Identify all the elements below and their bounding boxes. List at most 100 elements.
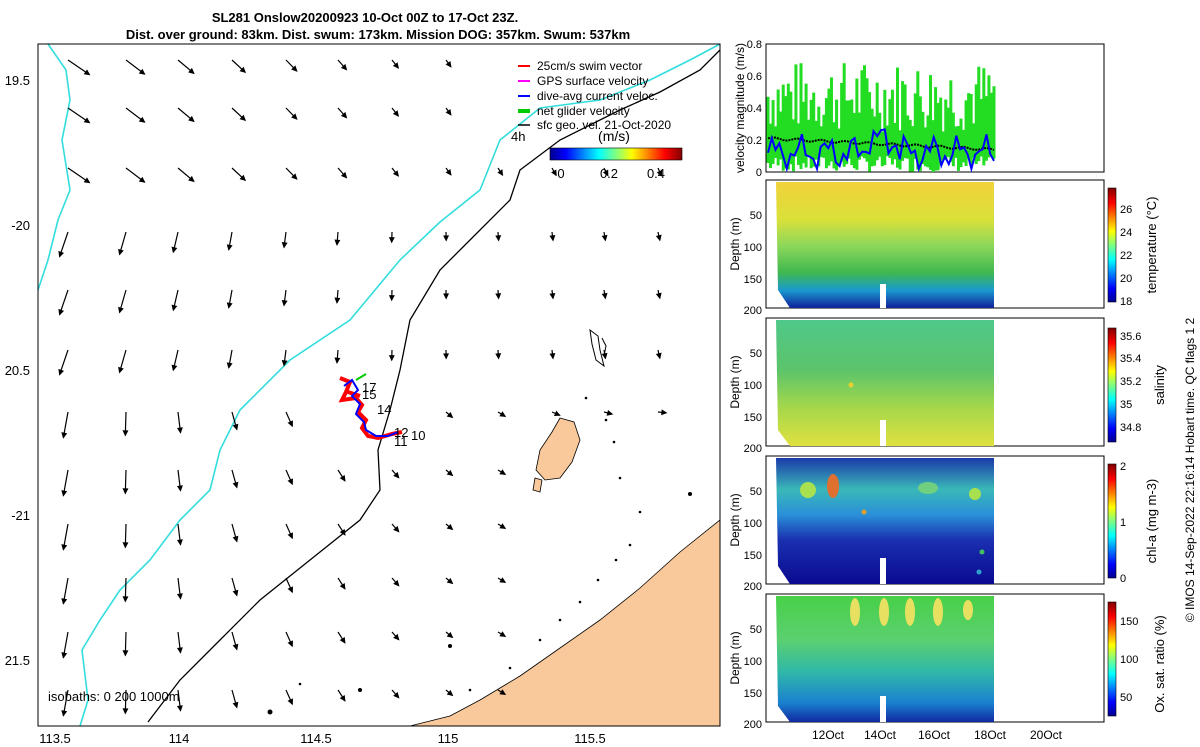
current-vector-field [58, 59, 668, 717]
depth-tick: 200 [744, 581, 762, 593]
current-vector-arrowhead [226, 302, 233, 309]
current-vector-arrowhead [606, 409, 614, 416]
current-vector-arrowhead [188, 115, 195, 123]
surface-velocity-series [767, 136, 995, 151]
velocity-y-tick: 0.8 [747, 39, 762, 51]
current-vector-arrowhead [138, 68, 146, 75]
current-vector-arrowhead [138, 176, 146, 183]
salinity-cbar-ticks: 35.6 35.4 35.2 35 34.8 [1120, 331, 1141, 434]
velocity-y-tick: 0.2 [747, 135, 762, 147]
map-panel: 17 15 14 12 10 11 113.5 114 114.5 115 11… [5, 43, 721, 746]
current-vector-arrowhead [226, 362, 233, 369]
velocity-ylabel: velocity magnitude (m/s) [733, 43, 747, 173]
temperature-cbar-label: temperature (°C) [1144, 197, 1159, 294]
salinity-depth-ticks: 50 100 150 200 [744, 348, 762, 455]
day-label: 10 [411, 428, 425, 443]
cbar-tick: 1 [1120, 517, 1126, 529]
current-vector-arrowhead [287, 698, 293, 706]
current-vector-arrowhead [656, 169, 663, 177]
salinity-field [776, 320, 994, 446]
cbar-tick: 22 [1120, 250, 1132, 262]
figure-subtitle: Dist. over ground: 83km. Dist. swum: 173… [126, 27, 630, 42]
figure-title: SL281 Onslow20200923 10-Oct 00Z to 17-Oc… [212, 10, 518, 25]
map-y-tick: 20.5 [5, 363, 30, 378]
cbar-tick: 0 [1120, 573, 1126, 585]
map-y-tick: 19.5 [5, 73, 30, 88]
current-vector-arrowhead [281, 299, 288, 307]
depth-tick: 50 [750, 210, 762, 222]
current-vector-arrowhead [83, 69, 91, 76]
dive-avg-track [343, 378, 399, 437]
day-labels: 17 15 14 12 10 11 [362, 380, 425, 449]
current-vector-arrowhead [334, 297, 341, 304]
current-vector-arrowhead [443, 235, 450, 242]
outlier-point [848, 382, 854, 388]
oxygen-ylabel: Depth (m) [728, 631, 742, 684]
current-vector-arrowhead [61, 598, 68, 605]
velocity-y-tick: 0.6 [747, 71, 762, 83]
oxygen-panel: 50 100 150 200 150 100 50 Depth (m) Ox. … [728, 593, 1167, 731]
current-vector-arrowhead [602, 169, 609, 177]
current-vector-arrowhead [176, 647, 183, 654]
isobath-1000 [79, 43, 721, 727]
data-gap [880, 420, 886, 446]
current-vector-arrowhead [232, 423, 239, 431]
current-vector-arrowhead [340, 63, 348, 71]
depth-tick: 50 [750, 486, 762, 498]
current-vector-arrowhead [443, 353, 450, 360]
cbar-tick: 34.8 [1120, 422, 1141, 434]
current-vector-arrowhead [118, 248, 124, 256]
time-x-ticks: 12Oct 14Oct 16Oct 18Oct 20Oct [812, 728, 1063, 742]
current-vector-arrowhead [83, 117, 91, 124]
current-vector-arrowhead [176, 485, 183, 492]
current-vector-arrowhead [232, 535, 239, 543]
day-label: 11 [394, 434, 408, 449]
oxygen-plume [879, 598, 889, 626]
current-vector-arrowhead [549, 235, 556, 242]
chla-point [976, 569, 982, 575]
current-vector-arrowhead [287, 586, 293, 594]
map-x-tick: 114 [169, 731, 190, 746]
current-vector-arrowhead [58, 250, 65, 258]
net-glider-velocity-series [766, 63, 996, 172]
salinity-cbar-label: salinity [1152, 365, 1167, 405]
cbar-tick: 24 [1120, 227, 1132, 239]
depth-tick: 200 [744, 443, 762, 455]
map-y-tick: -21 [11, 508, 30, 523]
legend-label: net glider velocity [537, 104, 630, 118]
current-vector-arrowhead [339, 636, 346, 644]
current-vector-arrowhead [339, 528, 346, 536]
current-vector-arrowhead [445, 169, 452, 176]
current-vector-arrowhead [122, 708, 129, 715]
depth-tick: 150 [744, 274, 762, 286]
cbar-tick: 2 [1120, 461, 1126, 473]
oxygen-cbar-ticks: 150 100 50 [1120, 616, 1138, 704]
cbar-tick: 18 [1120, 296, 1132, 308]
time-x-tick: 14Oct [864, 728, 897, 742]
barrow-island [535, 417, 581, 481]
current-vector-arrowhead [446, 577, 454, 585]
current-vector-arrowhead [339, 582, 346, 590]
current-vector-arrowhead [339, 474, 346, 482]
data-gap [880, 696, 886, 722]
current-vector-arrowhead [499, 631, 507, 637]
isobath-200 [147, 49, 721, 723]
current-vector-arrowhead [171, 364, 178, 372]
footer-note: © IMOS 14-Sep-2022 22:16:14 Hobart time.… [1183, 318, 1197, 623]
current-vector-arrowhead [495, 353, 502, 360]
current-vector-arrowhead [232, 701, 239, 709]
depth-tick: 200 [744, 305, 762, 317]
dive-avg-velocity-series [767, 128, 995, 173]
current-vector-arrowhead [118, 366, 124, 374]
cbar-tick: 150 [1120, 616, 1138, 628]
cbar-tick: 100 [1120, 654, 1138, 666]
current-vector-arrowhead [122, 488, 129, 495]
depth-tick: 100 [744, 242, 762, 254]
oxygen-field [776, 596, 994, 722]
current-vector-arrowhead [445, 109, 452, 116]
legend-entry: dive-avg current veloc. [518, 89, 658, 103]
cbar-tick: 26 [1120, 204, 1132, 216]
current-vector-arrowhead [232, 589, 239, 597]
depth-tick: 150 [744, 412, 762, 424]
current-vector-arrowhead [446, 631, 454, 639]
